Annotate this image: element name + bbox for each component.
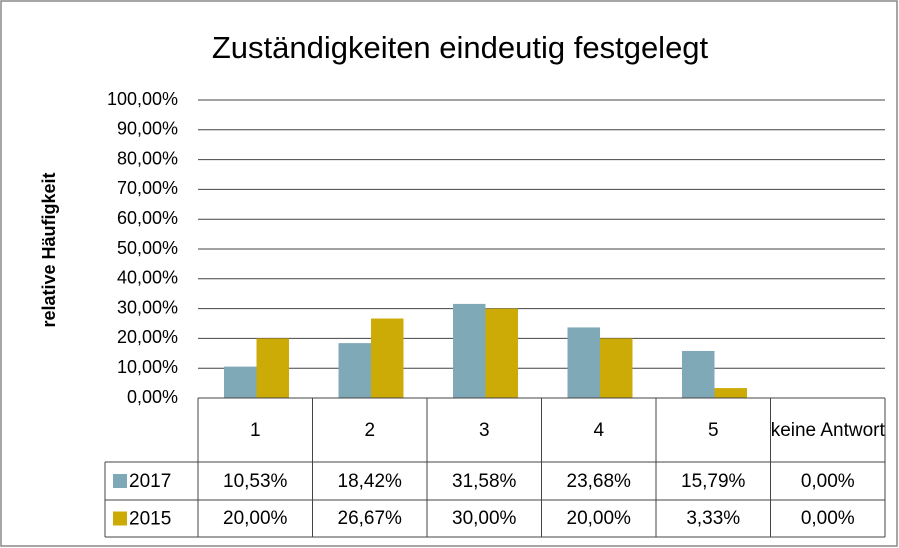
y-tick-label: 20,00% (117, 327, 178, 347)
data-label-box: 3,33% (686, 508, 741, 529)
data-label-box: 18,42% (337, 470, 402, 492)
legend-key (113, 474, 127, 488)
data-label-box: 20,00% (566, 508, 631, 529)
bar (338, 343, 371, 398)
x-tick-label: 1 (249, 419, 261, 441)
data-label-box: 0,00% (800, 470, 855, 492)
x-tick-label-box: keine Antwort (770, 419, 885, 441)
data-label-box: 10,53% (223, 470, 288, 492)
bar (485, 308, 518, 398)
y-tick-label: 80,00% (117, 148, 178, 168)
x-tick-label: 3 (478, 419, 490, 441)
y-tick-label: 0,00% (127, 387, 178, 407)
bar (453, 303, 486, 398)
data-label: 0,00% (800, 470, 855, 492)
data-label: 23,68% (566, 470, 631, 492)
y-tick-label: 90,00% (117, 119, 178, 139)
x-tick-label: 5 (707, 419, 719, 441)
bar (256, 338, 289, 398)
x-tick-label-box: 1 (249, 419, 261, 441)
bar (714, 388, 747, 398)
chart-title: Zuständigkeiten eindeutig festgelegt (212, 30, 709, 65)
data-label: 31,58% (452, 470, 517, 492)
x-tick-label-box: 3 (478, 419, 490, 441)
data-label: 15,79% (681, 470, 746, 492)
bar (600, 338, 633, 398)
x-tick-label: keine Antwort (770, 419, 885, 441)
x-tick-label-box: 5 (707, 419, 719, 441)
data-label: 26,67% (337, 508, 402, 529)
y-tick-label: 70,00% (117, 178, 178, 198)
x-tick-label: 2 (364, 419, 376, 441)
data-label-box: 26,67% (337, 508, 402, 529)
data-label-box: 15,79% (681, 470, 746, 492)
bar (567, 327, 600, 398)
data-label: 20,00% (566, 508, 631, 529)
data-label: 3,33% (686, 508, 741, 529)
data-label: 30,00% (452, 508, 517, 529)
y-tick-label: 40,00% (117, 268, 178, 288)
y-tick-label: 10,00% (117, 357, 178, 377)
x-tick-label: 4 (593, 419, 605, 441)
legend-key (113, 511, 127, 526)
data-label: 10,53% (223, 470, 288, 492)
x-tick-label-box: 2 (364, 419, 376, 441)
bar (224, 366, 257, 398)
data-label: 20,00% (223, 508, 288, 529)
y-tick-label: 60,00% (117, 208, 178, 228)
data-label-box: 0,00% (800, 508, 855, 529)
x-tick-label-box: 4 (593, 419, 605, 441)
bar (682, 350, 715, 398)
legend-label: 2017 (129, 471, 171, 492)
data-label-box: 31,58% (452, 470, 517, 492)
legend-label: 2015 (129, 509, 171, 530)
data-label: 0,00% (800, 508, 855, 529)
data-label: 18,42% (337, 470, 402, 492)
data-label-box: 23,68% (566, 470, 631, 492)
bar (371, 318, 404, 398)
y-axis-label: relative Häufigkeit (39, 172, 59, 327)
data-label-box: 20,00% (223, 508, 288, 529)
y-tick-label: 30,00% (117, 297, 178, 317)
data-label-box: 30,00% (452, 508, 517, 529)
y-tick-label: 50,00% (117, 238, 178, 258)
y-tick-label: 100,00% (107, 89, 178, 109)
